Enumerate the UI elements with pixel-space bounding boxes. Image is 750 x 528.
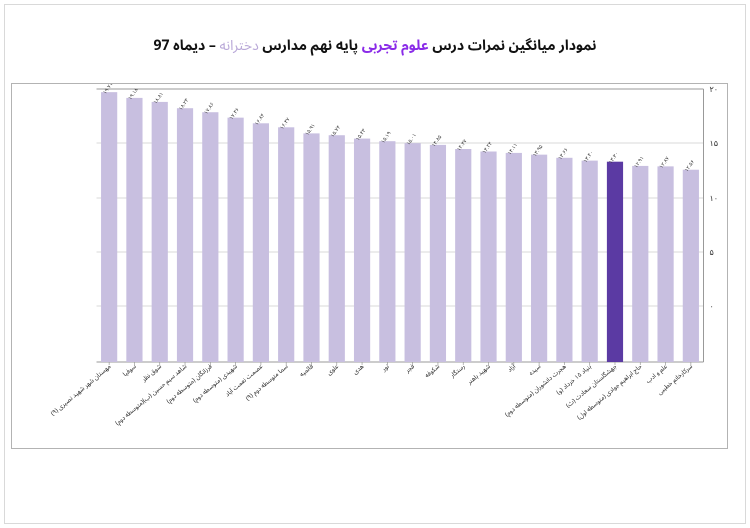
svg-text:علوی: علوی (323, 360, 342, 379)
svg-text:۵: ۵ (709, 248, 713, 257)
svg-text:مهستان شهر شهید نصیری (۹): مهستان شهر شهید نصیری (۹) (47, 360, 114, 420)
svg-text:۱۰: ۱۰ (709, 194, 718, 203)
svg-text:شهید باهنر: شهید باهنر (463, 360, 494, 389)
svg-text:۰: ۰ (709, 302, 713, 311)
svg-text:قائمیه: قائمیه (295, 360, 316, 381)
svg-text:فجر: فجر (400, 360, 417, 377)
svg-text:۱۵: ۱۵ (709, 139, 718, 148)
svg-text:سوفیا: سوفیا (119, 360, 139, 380)
svg-text:هدی: هدی (349, 360, 367, 379)
svg-text:شکوفه: شکوفه (421, 360, 443, 382)
svg-text:۲۰: ۲۰ (709, 85, 718, 94)
